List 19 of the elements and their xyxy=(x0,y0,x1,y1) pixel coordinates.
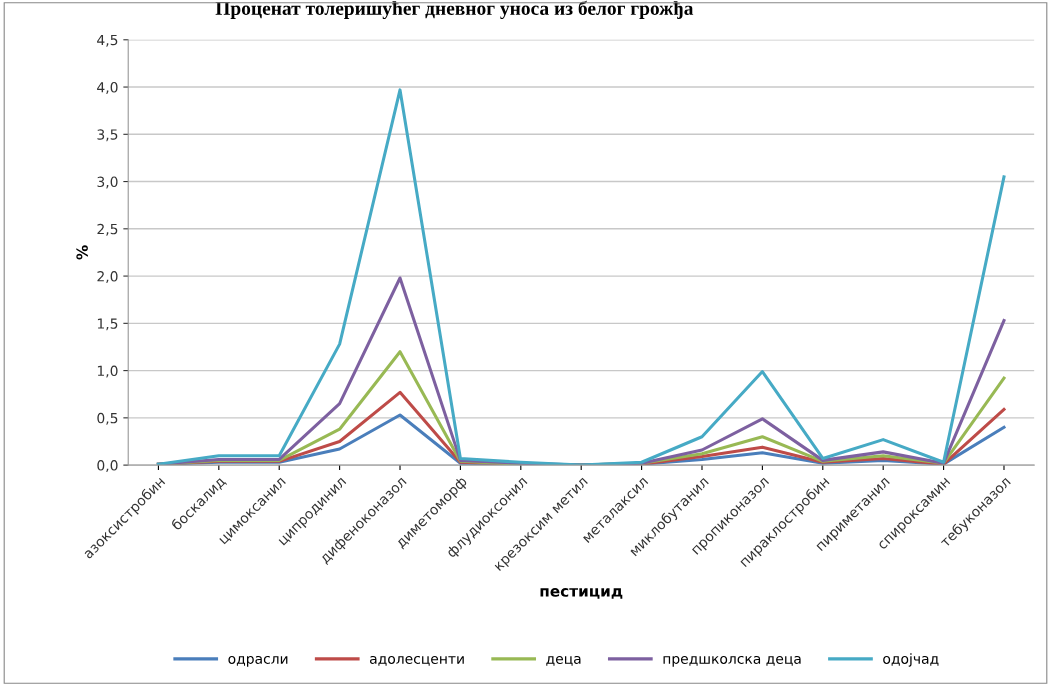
y-tick-label: 2,5 xyxy=(97,223,118,236)
legend-label: одојчад xyxy=(883,653,939,667)
y-tick-label: 1,0 xyxy=(97,365,118,378)
y-tick-label: 2,0 xyxy=(97,271,118,283)
y-tick-label: 0,0 xyxy=(97,460,118,472)
x-axis-title: пестицид xyxy=(540,588,623,599)
legend-label: деца xyxy=(546,655,581,666)
legend-label: одрасли xyxy=(228,655,288,667)
legend-label: адолесценти xyxy=(370,655,464,666)
y-tick-label: 4,5 xyxy=(97,34,118,47)
line-series xyxy=(156,88,1006,466)
chart-title: Проценат толеришућег дневног уноса из белог грожђа xyxy=(215,0,694,19)
y-tick-label: 3,0 xyxy=(97,176,118,189)
y-axis-title: % xyxy=(76,245,88,260)
legend-label: предшколска деца xyxy=(663,655,801,667)
y-tick-label: 3,5 xyxy=(97,129,118,142)
y-tick-label: 4,0 xyxy=(97,82,118,94)
y-tick-label: 1,5 xyxy=(97,318,118,331)
y-tick-label: 0,5 xyxy=(97,412,118,425)
